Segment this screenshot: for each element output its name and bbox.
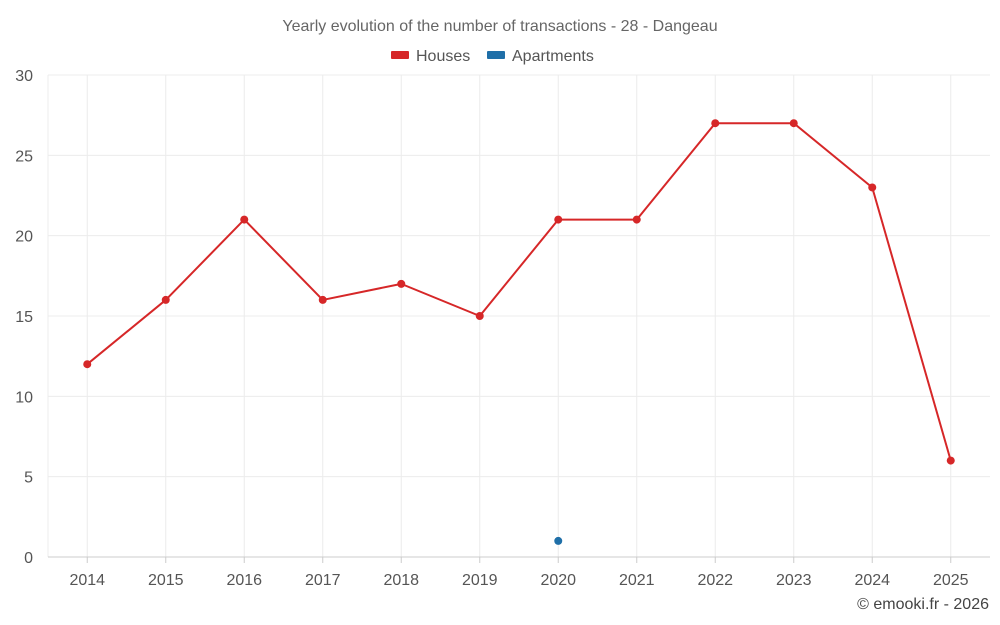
y-tick-label: 30 — [15, 68, 33, 85]
data-point-houses[interactable] — [711, 119, 720, 128]
data-point-houses[interactable] — [318, 295, 327, 304]
data-point-houses[interactable] — [789, 119, 798, 128]
x-tick-label: 2017 — [305, 572, 341, 589]
x-tick-label: 2022 — [697, 572, 733, 589]
data-point-houses[interactable] — [161, 295, 170, 304]
y-tick-label: 15 — [15, 309, 33, 326]
x-tick-label: 2024 — [854, 572, 890, 589]
data-point-houses[interactable] — [632, 215, 641, 224]
x-tick-label: 2016 — [226, 572, 262, 589]
data-point-apartments[interactable] — [554, 536, 563, 545]
data-point-houses[interactable] — [240, 215, 249, 224]
grid — [47, 74, 990, 557]
data-point-houses[interactable] — [554, 215, 563, 224]
data-point-houses[interactable] — [475, 312, 484, 320]
data-point-houses[interactable] — [868, 183, 877, 192]
x-tick-label: 2018 — [383, 572, 419, 589]
legend-label-houses[interactable]: Houses — [416, 48, 470, 65]
legend[interactable]: Houses Apartments — [391, 48, 594, 65]
y-tick-label: 25 — [15, 148, 33, 165]
x-tick-label: 2020 — [540, 572, 576, 589]
series-line-houses — [86, 122, 952, 461]
x-tick-label: 2023 — [776, 572, 812, 589]
legend-label-apartments[interactable]: Apartments — [512, 48, 594, 65]
data-point-houses[interactable] — [83, 360, 92, 369]
y-tick-label: 0 — [24, 550, 33, 567]
legend-swatch-houses[interactable] — [391, 51, 409, 59]
x-tick-label: 2015 — [148, 572, 184, 589]
y-tick-label: 5 — [24, 470, 33, 487]
y-tick-label: 10 — [15, 389, 33, 406]
x-tick-label: 2025 — [933, 572, 969, 589]
x-tick-label: 2019 — [462, 572, 498, 589]
x-tick-label: 2014 — [69, 572, 105, 589]
legend-swatch-apartments[interactable] — [487, 51, 505, 59]
data-point-houses[interactable] — [397, 279, 406, 288]
series — [83, 119, 955, 545]
chart-title: Yearly evolution of the number of transa… — [282, 18, 717, 35]
x-tick-label: 2021 — [619, 572, 655, 589]
y-tick-label: 20 — [15, 229, 33, 246]
data-point-houses[interactable] — [946, 456, 955, 465]
credit-text: © emooki.fr - 2026 — [857, 596, 989, 613]
